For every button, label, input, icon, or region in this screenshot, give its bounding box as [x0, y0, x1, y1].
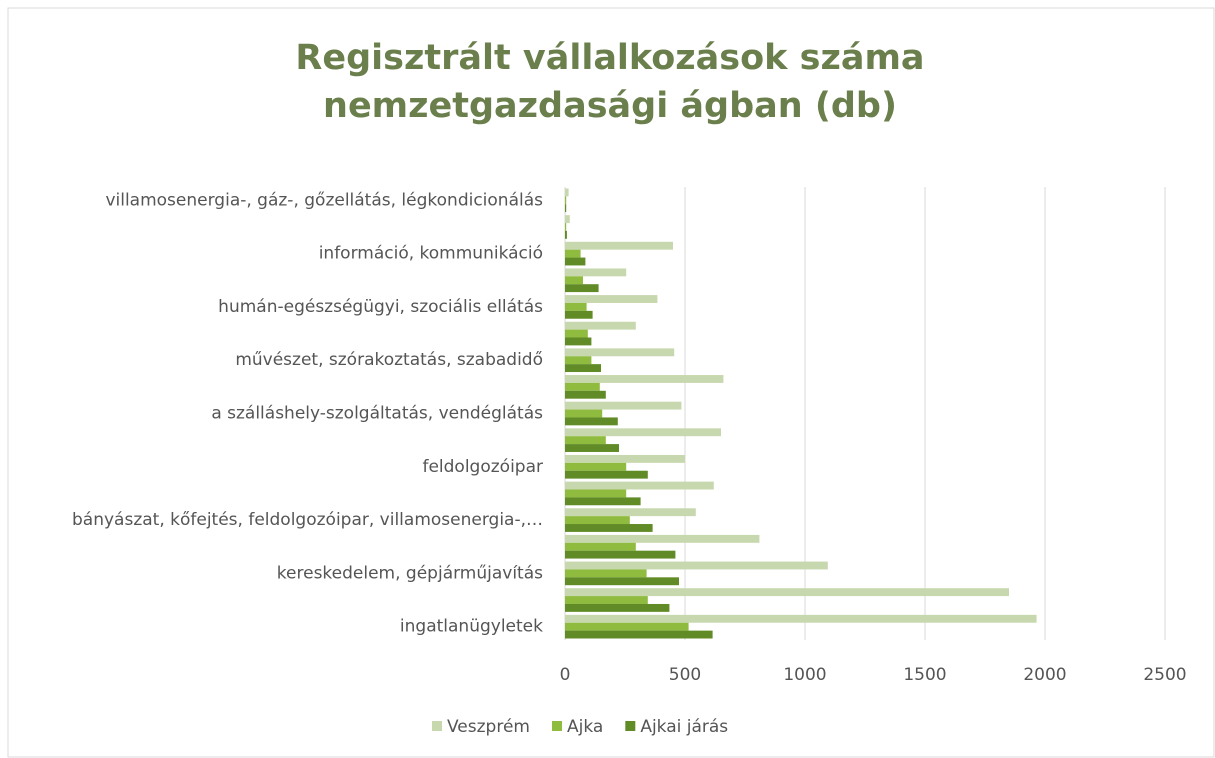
bar [565, 481, 714, 490]
bar [565, 603, 670, 612]
bar [565, 257, 586, 266]
bar [565, 295, 658, 303]
bar [565, 630, 713, 639]
y-tick-label: feldolgozóipar [422, 457, 543, 477]
bar [565, 596, 648, 604]
bar [565, 577, 679, 586]
bar [565, 321, 636, 330]
bar [565, 329, 588, 338]
x-tick-label: 2500 [1143, 665, 1186, 685]
bar [565, 276, 583, 285]
bar [565, 223, 567, 231]
legend-swatch [625, 721, 636, 731]
y-tick-label: kereskedelem, gépjárműjavítás [277, 563, 543, 583]
bar [565, 516, 630, 525]
y-tick-label: humán-egészségügyi, szociális ellátás [218, 297, 543, 317]
bar [565, 561, 828, 570]
bar [565, 348, 675, 357]
bar [565, 622, 689, 631]
bar [565, 188, 569, 197]
bar [565, 375, 724, 383]
legend-label: Ajka [567, 717, 603, 737]
bar [565, 241, 673, 250]
bar [565, 284, 599, 293]
legend-swatch [551, 721, 562, 731]
bar [565, 497, 641, 506]
bar [565, 337, 592, 346]
x-tick-label: 500 [669, 665, 701, 685]
bar [565, 215, 570, 224]
bar [565, 550, 676, 559]
y-tick-label: bányászat, kőfejtés, feldolgozóipar, vil… [72, 510, 543, 530]
y-tick-label: a szálláshely-szolgáltatás, vendéglátás [211, 404, 543, 424]
bar [565, 417, 618, 426]
bar [565, 310, 593, 319]
bar [565, 508, 696, 517]
bar [565, 401, 682, 410]
bar [565, 196, 567, 205]
y-tick-label: ingatlanügyletek [400, 617, 543, 637]
bar [565, 249, 581, 258]
x-tick-label: 2000 [1023, 665, 1066, 685]
x-tick-label: 1500 [903, 665, 946, 685]
legend-swatch [432, 721, 442, 731]
bar [565, 534, 760, 543]
bar [565, 230, 567, 239]
bar [565, 489, 627, 498]
bar [565, 454, 685, 463]
bar [565, 382, 600, 391]
bar [565, 302, 587, 311]
bar [565, 470, 648, 479]
bar [565, 356, 592, 365]
bar [565, 409, 603, 418]
x-tick-label: 0 [560, 665, 571, 685]
bar [565, 569, 647, 578]
bar [565, 204, 567, 213]
chart-title: Regisztrált vállalkozások száma nemzetga… [295, 38, 925, 126]
x-tick-label: 1000 [783, 665, 826, 685]
bar [565, 436, 606, 445]
bar [565, 542, 636, 551]
y-tick-label: információ, kommunikáció [319, 244, 543, 264]
chart-border [7, 7, 1215, 758]
bar [565, 462, 627, 471]
bar [565, 268, 627, 277]
y-tick-label: villamosenergia-, gáz-, gőzellátás, légk… [105, 190, 543, 210]
bar [565, 390, 606, 399]
bar [565, 364, 601, 373]
bar [565, 524, 653, 532]
bar [565, 588, 1009, 597]
bar [565, 614, 1037, 623]
bar [565, 428, 721, 437]
legend-label: Veszprém [447, 717, 530, 737]
y-tick-label: művészet, szórakoztatás, szabadidő [235, 350, 543, 370]
legend-label: Ajkai járás [640, 717, 728, 737]
bar [565, 444, 619, 452]
